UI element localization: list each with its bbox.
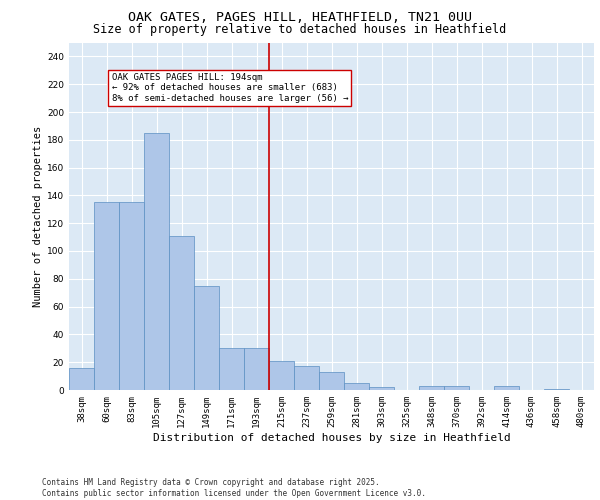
Bar	[494, 386, 519, 390]
Bar	[369, 387, 394, 390]
Bar	[419, 386, 444, 390]
Bar	[94, 202, 119, 390]
Bar	[219, 348, 244, 390]
Bar	[194, 286, 219, 390]
Text: Contains HM Land Registry data © Crown copyright and database right 2025.
Contai: Contains HM Land Registry data © Crown c…	[42, 478, 426, 498]
Text: OAK GATES PAGES HILL: 194sqm
← 92% of detached houses are smaller (683)
8% of se: OAK GATES PAGES HILL: 194sqm ← 92% of de…	[112, 73, 348, 103]
X-axis label: Distribution of detached houses by size in Heathfield: Distribution of detached houses by size …	[152, 432, 511, 442]
Y-axis label: Number of detached properties: Number of detached properties	[33, 126, 43, 307]
Bar	[319, 372, 344, 390]
Bar	[69, 368, 94, 390]
Bar	[444, 386, 469, 390]
Bar	[344, 383, 369, 390]
Text: Size of property relative to detached houses in Heathfield: Size of property relative to detached ho…	[94, 24, 506, 36]
Bar	[244, 348, 269, 390]
Text: OAK GATES, PAGES HILL, HEATHFIELD, TN21 0UU: OAK GATES, PAGES HILL, HEATHFIELD, TN21 …	[128, 11, 472, 24]
Bar	[169, 236, 194, 390]
Bar	[144, 133, 169, 390]
Bar	[294, 366, 319, 390]
Bar	[269, 361, 294, 390]
Bar	[544, 388, 569, 390]
Bar	[119, 202, 144, 390]
